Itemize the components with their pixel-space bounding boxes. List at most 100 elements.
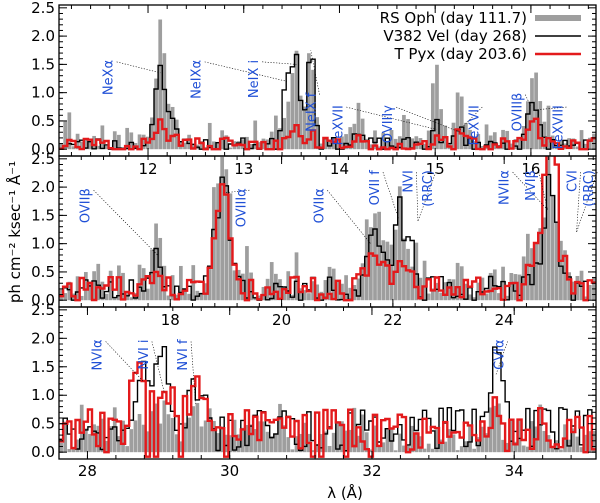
rs-oph-bar [381, 132, 386, 150]
rs-oph-bar [278, 403, 282, 453]
rs-oph-bar [261, 421, 266, 453]
rs-oph-bar [269, 131, 274, 150]
rs-oph-bar [278, 128, 282, 150]
x-tick-label: 28 [78, 462, 97, 480]
rs-oph-bar [92, 424, 96, 453]
rs-oph-bar [369, 227, 373, 301]
rs-oph-bar [509, 273, 514, 301]
rs-oph-bar [497, 147, 501, 150]
rs-oph-bar [133, 420, 138, 453]
rs-oph-bar [459, 96, 464, 150]
rs-oph-bar [435, 429, 439, 453]
rs-oph-bar [567, 138, 572, 150]
rs-oph-bar [327, 445, 332, 453]
rs-oph-bar [559, 449, 563, 453]
line-annotation: OVIIIα [234, 188, 249, 227]
y-axis-label: ph cm⁻² ksec⁻¹ Å⁻¹ [5, 161, 24, 303]
rs-oph-bar [521, 126, 526, 150]
rs-oph-bar [286, 271, 291, 301]
annotation-leader [382, 172, 399, 219]
line-annotation: NVIIα [498, 170, 513, 205]
rs-oph-bar [236, 434, 241, 453]
rs-oph-bar [397, 186, 402, 301]
rs-oph-bar [331, 432, 336, 453]
rs-oph-bar [174, 434, 179, 453]
rs-oph-bar [497, 403, 501, 453]
x-tick-label: 16 [521, 160, 540, 178]
rs-oph-bar [587, 431, 592, 453]
rs-oph-bar [240, 427, 245, 453]
rs-oph-bar [183, 142, 187, 150]
line-annotation: NeIXα [190, 60, 205, 99]
rs-oph-bar [290, 449, 295, 453]
x-tick-label: 13 [234, 160, 253, 178]
rs-oph-bar [402, 238, 406, 301]
rs-oph-bar [323, 280, 328, 301]
rs-oph-bar [521, 445, 526, 453]
rs-oph-bar [199, 426, 204, 453]
line-annotation: NVI f [176, 339, 191, 371]
rs-oph-bar [517, 138, 522, 150]
rs-oph-bar [253, 120, 258, 150]
rs-oph-bar [315, 444, 320, 453]
rs-oph-bar [187, 293, 191, 301]
rs-oph-bar [583, 143, 588, 150]
rs-oph-bar [278, 279, 282, 301]
x-tick-label: 15 [426, 160, 445, 178]
rs-oph-bar [451, 279, 456, 301]
rs-oph-bar [435, 282, 439, 301]
plot-area [59, 19, 596, 151]
annotation-leader [204, 61, 287, 82]
rs-oph-bar [509, 419, 514, 453]
rs-oph-bar [455, 262, 460, 301]
annotation-leader [459, 106, 483, 130]
rs-oph-bar [92, 271, 96, 301]
line-annotation: NeIX i [247, 60, 262, 98]
rs-oph-bar [170, 106, 175, 150]
rs-oph-bar [240, 273, 245, 301]
x-tick-label: 32 [362, 462, 381, 480]
line-annotation: NeXα [102, 60, 117, 95]
rs-oph-bar [220, 426, 225, 453]
rs-oph-bar [352, 123, 357, 150]
rs-oph-bar [96, 425, 101, 453]
rs-oph-bar [505, 442, 510, 453]
rs-oph-bar [443, 441, 448, 453]
rs-oph-bar [571, 428, 576, 453]
rs-oph-bar [360, 414, 365, 453]
rs-oph-bar [364, 138, 369, 150]
rs-oph-bar [112, 407, 117, 453]
y-tick-label: 2.5 [31, 0, 55, 17]
rs-oph-bar [104, 145, 109, 150]
rs-oph-bar [150, 117, 154, 150]
rs-oph-bar [592, 430, 596, 453]
rs-oph-bar [430, 288, 435, 301]
annotation-leader [537, 106, 567, 110]
line-annotation: FeXVIII [551, 105, 566, 149]
line-annotation: NVIβ [524, 170, 539, 201]
rs-oph-bar [468, 424, 472, 453]
rs-oph-bar [212, 187, 216, 301]
rs-oph-bar [501, 266, 505, 301]
line-annotation: OVIIβ [79, 188, 94, 223]
rs-oph-bar [327, 140, 332, 150]
rs-oph-bar [472, 448, 477, 453]
rs-oph-bar [199, 141, 204, 150]
rs-oph-bar [228, 147, 233, 150]
rs-oph-bar [274, 273, 278, 301]
rs-oph-bar [480, 426, 485, 453]
rs-oph-bar [253, 296, 258, 301]
rs-oph-bar [92, 135, 96, 150]
rs-oph-bar [451, 434, 456, 453]
rs-oph-bar [559, 139, 563, 150]
rs-oph-bar [290, 73, 295, 150]
rs-oph-bar [583, 434, 588, 453]
rs-oph-bar [191, 144, 196, 150]
rs-oph-bar [505, 130, 510, 150]
rs-oph-bar [302, 422, 307, 453]
rs-oph-bar [166, 103, 171, 150]
y-tick-label: 2.0 [31, 329, 55, 347]
rs-oph-bar [145, 288, 150, 301]
rs-oph-bar [410, 425, 415, 453]
rs-oph-bar [369, 144, 373, 150]
